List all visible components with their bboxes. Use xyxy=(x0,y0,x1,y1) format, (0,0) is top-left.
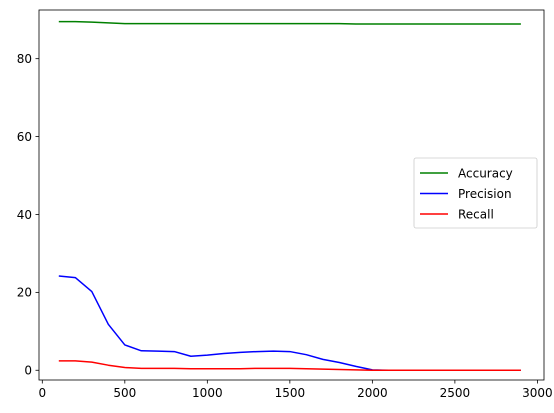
y-tick-label: 0 xyxy=(24,364,32,378)
x-tick-label: 2000 xyxy=(357,386,388,400)
legend-label-accuracy: Accuracy xyxy=(458,166,513,180)
x-tick-label: 500 xyxy=(113,386,136,400)
y-tick-label: 40 xyxy=(17,208,32,222)
legend: Accuracy Precision Recall xyxy=(413,157,538,229)
series-line-precision xyxy=(58,275,521,372)
plot-frame xyxy=(38,9,545,381)
legend-label-recall: Recall xyxy=(458,207,494,221)
ticks-layer: 0 500 1000 1500 2000 2500 3000 0 20 40 60 80 xyxy=(17,52,553,400)
x-tick-label: 3000 xyxy=(522,386,553,400)
legend-label-precision: Precision xyxy=(458,187,512,201)
x-tick-label: 0 xyxy=(38,386,46,400)
axes-layer xyxy=(38,9,545,381)
legend-box xyxy=(413,157,538,229)
series-line-accuracy xyxy=(58,20,521,25)
x-tick-label: 1500 xyxy=(275,386,306,400)
y-tick-label: 60 xyxy=(17,130,32,144)
x-tick-label: 2500 xyxy=(440,386,471,400)
y-tick-label: 80 xyxy=(17,52,32,66)
x-tick-label: 1000 xyxy=(192,386,223,400)
series-layer xyxy=(58,20,521,372)
series-line-recall xyxy=(58,360,521,372)
y-tick-label: 20 xyxy=(17,286,32,300)
